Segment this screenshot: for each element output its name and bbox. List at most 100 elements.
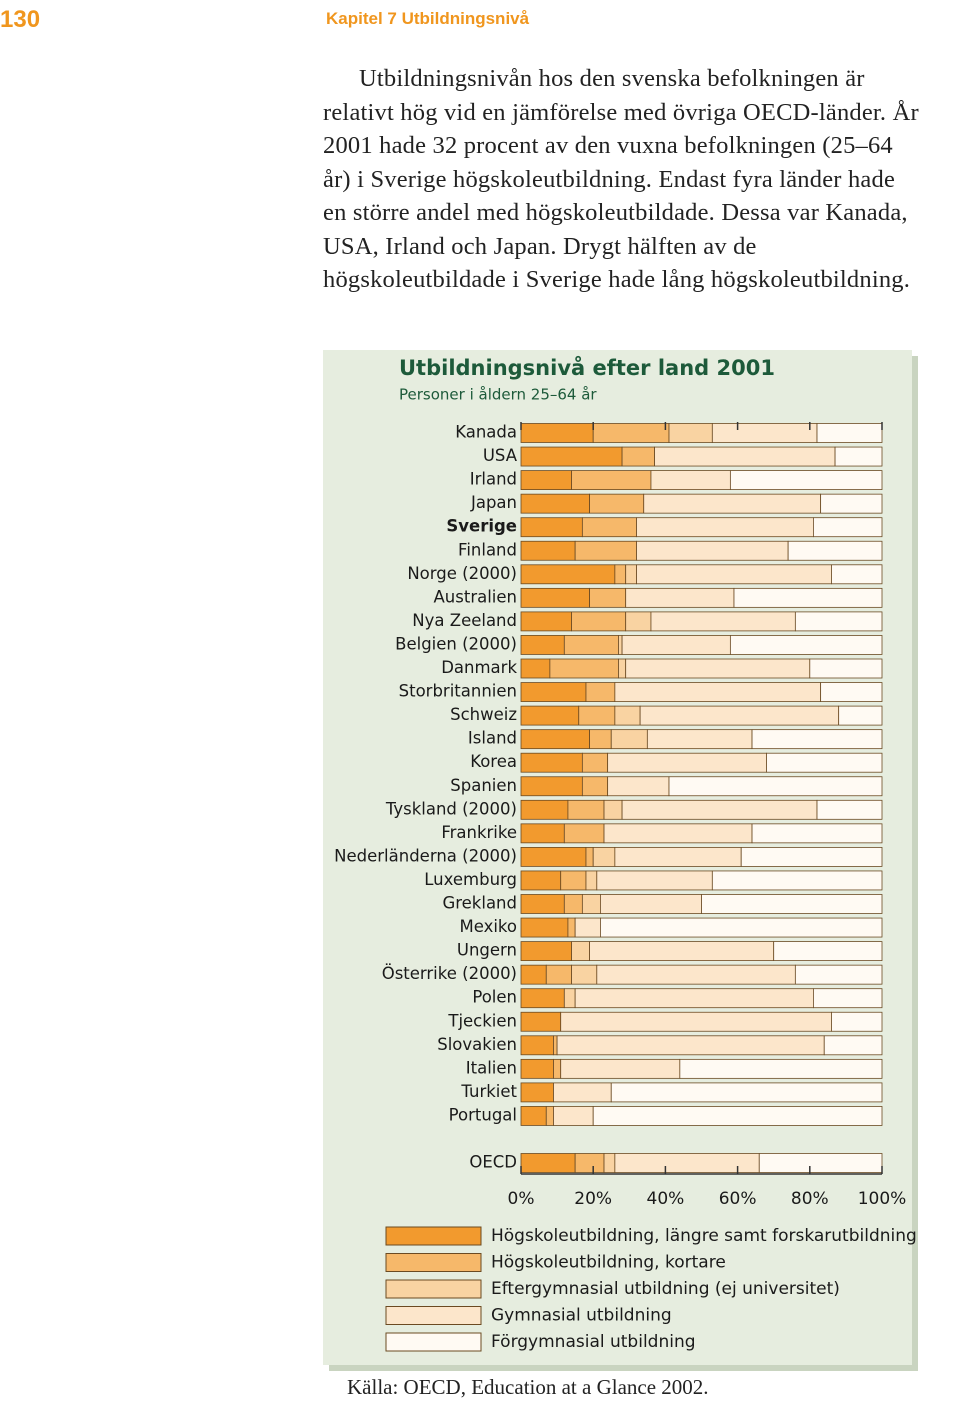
bar-segment: [563, 635, 619, 655]
bar-segment: [589, 941, 775, 961]
bar-segment: [581, 517, 637, 538]
x-tick-label: 40%: [647, 1189, 685, 1209]
bar-segment: [831, 1011, 883, 1032]
bar-segment: [668, 423, 713, 443]
bar-segment: [600, 894, 702, 914]
x-tick-label: 60%: [719, 1189, 757, 1209]
bar-segment: [571, 470, 652, 491]
bar-segment: [592, 423, 670, 443]
category-label: Spanien: [450, 776, 517, 795]
bar-segment: [711, 423, 818, 443]
bar-segment: [520, 917, 569, 938]
bar-segment: [574, 1153, 605, 1173]
bar-segment: [520, 752, 583, 773]
bar-segment: [553, 1106, 594, 1126]
bar-segment: [553, 1082, 612, 1103]
bar-segment: [520, 635, 565, 655]
category-label: Japan: [470, 493, 517, 512]
legend-label: Förgymnasial utbildning: [491, 1332, 696, 1352]
bar-segment: [571, 964, 598, 985]
category-label: Irland: [470, 470, 517, 489]
bar-segment: [581, 776, 609, 797]
bar-segment: [813, 988, 883, 1009]
bar-segment: [563, 988, 576, 1009]
bar-segment: [607, 776, 670, 797]
bar-segment: [585, 870, 598, 891]
bar-segment: [625, 564, 637, 585]
bar-segment: [643, 493, 822, 514]
bar-segment: [636, 517, 814, 538]
bar-segment: [553, 1035, 558, 1056]
bar-segment: [589, 729, 612, 750]
bar-segment: [610, 1082, 883, 1103]
bar-segment: [823, 1035, 883, 1056]
bar-segment: [549, 658, 619, 679]
x-tick-label: 100%: [858, 1189, 907, 1209]
category-label: Mexiko: [459, 917, 517, 936]
bar-segment: [614, 682, 822, 702]
category-label: Polen: [472, 988, 517, 1007]
bar-segment: [520, 611, 572, 632]
category-label: Schweiz: [450, 705, 517, 724]
bar-segment: [581, 752, 609, 773]
bar-segment: [650, 470, 731, 491]
category-label: Finland: [458, 540, 517, 559]
bar-segment: [740, 847, 883, 867]
bar-segment: [520, 540, 576, 561]
bar-segment: [520, 705, 580, 726]
bar-segment: [520, 988, 565, 1009]
bar-segment: [520, 517, 583, 538]
bar-segment: [520, 1106, 547, 1126]
body-paragraph: Utbildningsnivån hos den svenska befolkn…: [323, 65, 919, 293]
bar-segment: [592, 847, 616, 867]
bar-segment: [758, 1153, 883, 1173]
bar-segment: [603, 799, 623, 820]
bar-segment: [625, 611, 652, 632]
legend-label: Eftergymnasial utbildning (ej universite…: [491, 1279, 840, 1299]
bar-segment: [603, 823, 753, 844]
bar-segment: [520, 682, 587, 702]
bar-segment: [711, 870, 883, 891]
bar-segment: [794, 964, 883, 985]
bar-segment: [614, 847, 742, 867]
legend-swatch: [385, 1253, 482, 1272]
category-label: Tyskland (2000): [385, 799, 517, 818]
bar-segment: [625, 587, 735, 608]
bar-segment: [614, 705, 641, 726]
bar-segment: [520, 564, 616, 585]
category-label: Nya Zeeland: [412, 611, 517, 630]
bar-segment: [600, 917, 883, 938]
bar-segment: [668, 776, 883, 797]
bar-segment: [520, 1035, 554, 1056]
bar-segment: [654, 446, 836, 467]
bar-segment: [729, 635, 883, 655]
bar-segment: [603, 1153, 616, 1173]
category-label: Danmark: [441, 658, 517, 677]
bar-segment: [520, 658, 551, 679]
chapter-title: Kapitel 7 Utbildningsnivå: [326, 9, 530, 28]
bar-segment: [520, 729, 590, 750]
bar-segment: [520, 470, 572, 491]
bar-segment: [520, 894, 565, 914]
bar-segment: [621, 446, 655, 467]
bar-segment: [560, 870, 587, 891]
bar-segment: [639, 705, 840, 726]
category-label: OECD: [469, 1153, 517, 1172]
category-label: Portugal: [449, 1105, 517, 1124]
source: Källa: OECD, Education at a Glance 2002.: [347, 1375, 709, 1399]
x-tick-label: 0%: [508, 1189, 535, 1209]
bar-segment: [794, 611, 883, 632]
bar-segment: [834, 446, 883, 467]
bar-segment: [545, 964, 572, 985]
bar-segment: [820, 493, 883, 514]
category-label: Österrike (2000): [382, 964, 517, 983]
bar-segment: [520, 493, 590, 514]
bar-segment: [618, 658, 627, 679]
category-label: Korea: [470, 752, 517, 771]
category-label: Kanada: [455, 423, 517, 442]
category-label: Norge (2000): [407, 564, 517, 583]
bar-segment: [563, 823, 605, 844]
bar-segment: [520, 776, 583, 797]
bar-segment: [571, 611, 627, 632]
